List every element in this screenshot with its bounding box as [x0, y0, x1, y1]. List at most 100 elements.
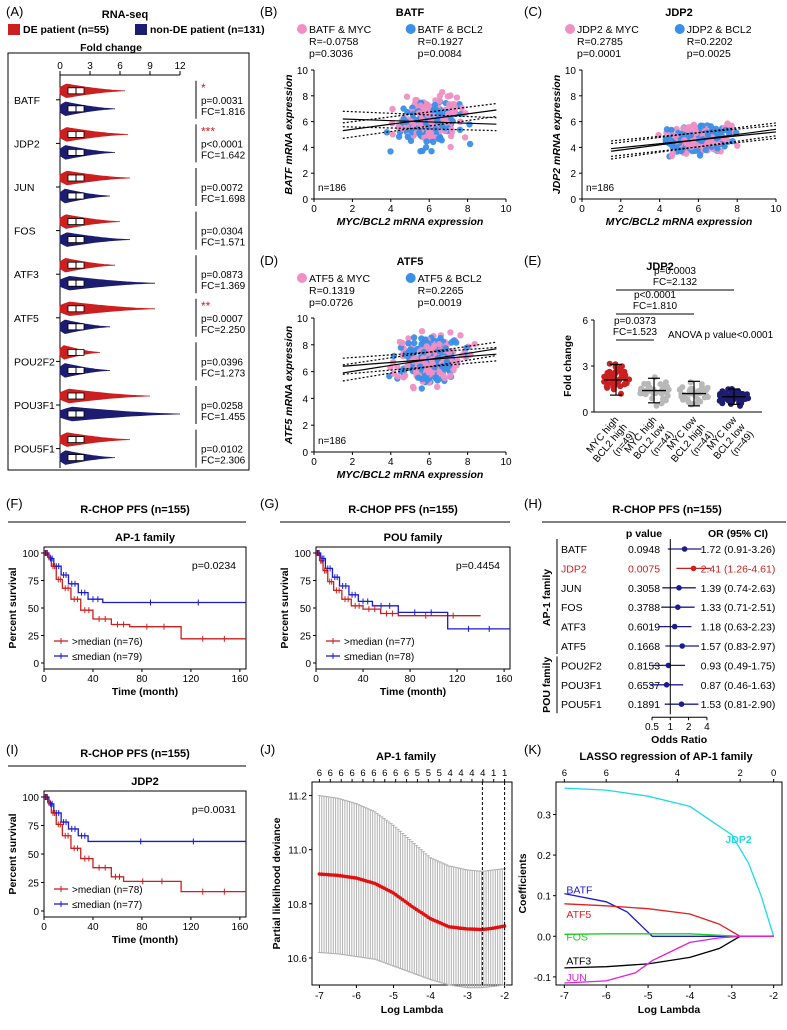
scatter-point-bcl2	[415, 374, 422, 381]
scatter-point-bcl2	[407, 348, 415, 355]
y-tick-label: 0.2	[537, 851, 551, 862]
y-tick-label: 10.6	[288, 954, 308, 965]
dot-myc-low-bcl2-low-n-49	[722, 390, 729, 397]
bracket-fold-change: FC=1.523	[613, 327, 658, 338]
scatter-point-myc	[418, 328, 426, 335]
top-tick-label: 6	[339, 768, 344, 779]
y-tick-label: 10	[565, 66, 577, 77]
scatter-point-myc	[442, 116, 449, 123]
panel-label-h: (H)	[524, 496, 542, 511]
x-tick-label: 0	[313, 674, 319, 685]
legend-label-below: ≤median (n=78)	[344, 652, 414, 663]
x-tick-label: 12	[174, 61, 186, 72]
dot-myc-high-bcl2-low-n-44	[660, 395, 666, 402]
km-header: R-CHOP PFS (n=155)	[80, 504, 190, 516]
legend-dot-bcl2	[405, 24, 416, 34]
forest-p-pou2f2: 0.8153	[628, 660, 660, 672]
scatter-point-myc	[451, 104, 458, 111]
scatter-point-myc	[422, 360, 429, 367]
dot-myc-high-bcl2-high-n-49	[618, 390, 624, 397]
forest-header: R-CHOP PFS (n=155)	[612, 504, 722, 516]
scatter-point-bcl2	[714, 145, 721, 152]
x-tick-label: 160	[496, 674, 513, 685]
x-tick-label: 0	[41, 922, 47, 933]
lasso-label-jun: JUN	[566, 972, 586, 984]
scatter-point-myc	[439, 89, 446, 96]
forest-gene-pou3f1: POU3F1	[561, 680, 602, 692]
x-tick-label: -2	[500, 991, 509, 1002]
x-axis-title: Log Lambda	[638, 1004, 701, 1016]
forest-p-pou3f1: 0.6537	[628, 680, 660, 692]
gene-label-atf3: ATF3	[14, 269, 39, 281]
fold-change-atf3: FC=1.369	[201, 281, 246, 292]
km-curve-below-median	[44, 552, 246, 604]
y-tick-label: 10	[297, 66, 309, 77]
x-tick-label: 8	[465, 204, 471, 215]
km-title: AP-1 family	[115, 532, 176, 544]
scatter-point-myc	[395, 124, 402, 131]
forest-p-fos: 0.3788	[628, 602, 660, 614]
fold-change-pou2f2: FC=1.273	[201, 368, 246, 379]
y-tick-label: 50	[28, 604, 40, 615]
scatter-point-myc	[425, 369, 432, 376]
cv-point	[502, 924, 507, 928]
panel-label-g: (G)	[260, 496, 279, 511]
scatter-point-myc	[445, 110, 452, 118]
top-tick-label: 5	[426, 768, 431, 779]
x-tick-label: 1	[668, 722, 674, 733]
scatter-point-myc	[447, 143, 454, 151]
x-tick-label: 2	[686, 722, 692, 733]
y-tick-label: 75	[28, 577, 40, 588]
scatter-title: ATF5	[397, 256, 424, 268]
y-tick-label: 0	[570, 195, 576, 206]
y-tick-label: 0.0	[537, 932, 551, 943]
scatter-point-bcl2	[430, 138, 437, 146]
scatter-point-myc	[403, 93, 411, 100]
or-point-pou3f1	[663, 682, 670, 688]
violin-non-pou3f1	[59, 406, 181, 422]
p-value-pou3f1: p=0.0258	[201, 401, 243, 412]
scatter-point-myc	[692, 127, 699, 134]
or-point-pou2f2	[665, 662, 672, 669]
lasso-path-jdp2	[564, 787, 775, 937]
scatter-point-myc	[436, 97, 443, 105]
legend-label-below: ≤median (n=79)	[72, 652, 142, 663]
top-tick-label: 6	[404, 768, 409, 779]
legend-label-above: >median (n=76)	[72, 637, 143, 648]
panel-label-c: (C)	[524, 4, 542, 19]
dot-myc-high-bcl2-high-n-49	[606, 372, 613, 379]
km-curve-above-median	[316, 552, 481, 617]
scatter-point-bcl2	[404, 108, 411, 116]
fold-change-jdp2: FC=1.642	[201, 150, 246, 161]
x-tick-label: 120	[449, 674, 466, 685]
p-value-jdp2: p<0.0001	[201, 139, 243, 150]
significance-stars: *	[201, 81, 206, 95]
panel-label-a: (A)	[6, 4, 23, 19]
y-tick-label: 50	[300, 604, 312, 615]
scatter-point-myc	[399, 339, 406, 347]
y-tick-label: 0	[33, 659, 39, 670]
y-tick-label: 0.1	[537, 892, 551, 903]
y-tick-label: 75	[300, 577, 312, 588]
legend-label-below: ≤median (n=77)	[72, 900, 142, 911]
x-tick-label: 6	[426, 204, 432, 215]
top-tick-label: 4	[675, 768, 680, 779]
lasso-label-atf3: ATF3	[566, 956, 591, 968]
scatter-point-myc	[429, 345, 436, 352]
panel-i-jdp2-km: R-CHOP PFS (n=155) JDP2 0 40 80 120 160 0 25 50 75…	[7, 748, 249, 946]
fit-line-bcl2	[342, 348, 497, 374]
x-tick-label: 8	[734, 204, 740, 215]
fit-line-bcl2	[342, 109, 497, 132]
y-tick-label: 3	[582, 362, 588, 373]
significance-stars: ***	[201, 124, 215, 138]
y-axis-title: Fold change	[562, 335, 574, 397]
x-tick-label: 120	[183, 922, 200, 933]
gene-label-pou5f1: POU5F1	[14, 444, 55, 456]
cv-title: AP-1 family	[376, 751, 437, 763]
top-tick-label: 4	[480, 768, 485, 779]
sample-size-label: n=186	[586, 183, 615, 194]
y-tick-label: 10.8	[288, 900, 308, 911]
x-tick-label: 4	[704, 722, 710, 733]
